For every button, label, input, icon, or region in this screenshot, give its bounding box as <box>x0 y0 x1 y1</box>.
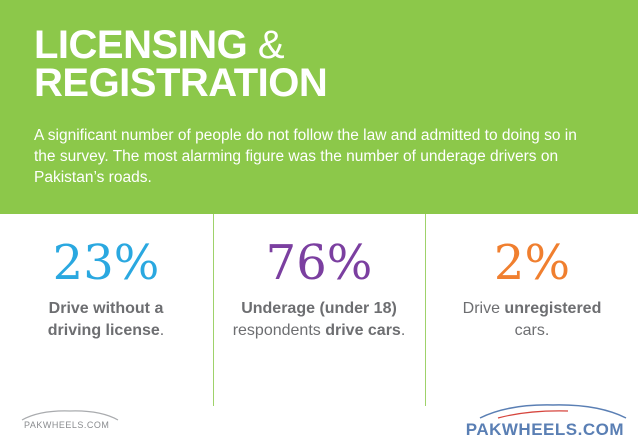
caption-bold: driving license <box>47 322 160 339</box>
title-registration: REGISTRATION <box>34 61 328 105</box>
caption-text: . <box>400 322 406 339</box>
caption-bold: Underage (under 18) <box>241 300 397 317</box>
caption-text: cars. <box>514 322 550 339</box>
stat-caption: Underage (under 18) respondents drive ca… <box>213 298 425 342</box>
title-ampersand: & <box>247 23 285 67</box>
column-divider-2 <box>425 214 426 406</box>
car-logo-icon <box>21 410 119 421</box>
intro-paragraph: A significant number of people do not fo… <box>34 127 577 186</box>
pakwheels-logo-left: PAKWHEELS.COM <box>24 420 110 430</box>
caption-bold: unregistered <box>504 300 602 317</box>
stat-caption: Drive without a driving license. <box>0 298 212 342</box>
caption-text: respondents <box>232 322 326 339</box>
pakwheels-logo-right: PAKWHEELS.COM <box>465 420 624 439</box>
stat-value: 2% <box>493 235 571 291</box>
header-banner: LICENSING & REGISTRATION A significant n… <box>0 0 638 214</box>
title-licensing: LICENSING <box>34 23 248 67</box>
car-logo-icon-right <box>479 404 627 419</box>
stat-no-license: 23% Drive without a driving license. <box>0 232 212 342</box>
caption-text: . <box>159 322 165 339</box>
caption-bold: drive cars <box>325 322 401 339</box>
stat-underage: 76% Underage (under 18) respondents driv… <box>213 232 425 342</box>
page-title: LICENSING & REGISTRATION <box>34 23 328 105</box>
column-divider-1 <box>213 214 214 406</box>
caption-text: Drive <box>462 300 505 317</box>
caption-bold: Drive without a <box>48 300 164 317</box>
stat-caption: Drive unregistered cars. <box>426 298 638 342</box>
stat-value: 23% <box>52 235 160 291</box>
stat-unregistered: 2% Drive unregistered cars. <box>426 232 638 342</box>
stat-value: 76% <box>265 235 373 291</box>
